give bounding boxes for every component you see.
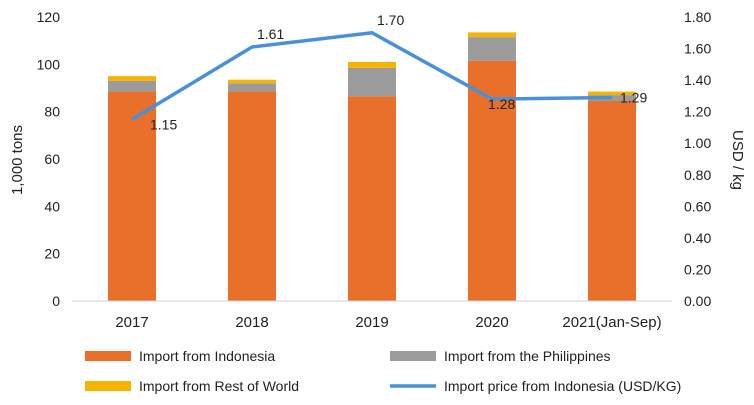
x-tick-label: 2017	[115, 314, 148, 331]
price-label: 1.70	[377, 12, 404, 28]
y-tick-label: 40	[44, 198, 60, 214]
right-axis-ticks: 0.00 0.20 0.40 0.60 0.80 1.00 1.20 1.40 1.60 1.80	[684, 9, 711, 309]
y2-tick-label: 1.00	[684, 135, 711, 151]
bar-segment-1-4	[468, 60, 516, 302]
left-axis-ticks: 0 20 40 60 80 100 120	[37, 9, 61, 309]
bar-segment-1-1	[108, 91, 156, 301]
price-label: 1.28	[488, 96, 515, 112]
legend-label: Import from Indonesia	[139, 348, 275, 364]
price-data-labels: 1.15 1.61 1.70 1.28 1.29	[150, 12, 647, 133]
legend-item-3: Import from Rest of World	[85, 378, 299, 394]
y-tick-label: 80	[44, 104, 60, 120]
legend-label: Import from Rest of World	[139, 378, 299, 394]
bar-segment-3-4	[468, 32, 516, 38]
y2-tick-label: 0.40	[684, 230, 711, 246]
bar-segment-2-4	[468, 37, 516, 61]
y2-tick-label: 1.40	[684, 72, 711, 88]
bar-segment-2-2	[228, 83, 276, 92]
x-tick-label: 2018	[235, 314, 268, 331]
bar-segment-3-3	[348, 61, 396, 68]
x-tick-label: 2021(Jan-Sep)	[562, 314, 661, 331]
price-label: 1.29	[620, 89, 647, 105]
y-tick-label: 0	[52, 293, 60, 309]
y-tick-label: 20	[44, 246, 60, 262]
legend-swatch	[85, 381, 131, 391]
y2-tick-label: 0.00	[684, 293, 711, 309]
legend-label: Import from the Philippines	[444, 348, 611, 364]
bar-segment-3-1	[108, 76, 156, 81]
legend-swatch	[390, 351, 436, 361]
y2-tick-label: 0.80	[684, 167, 711, 183]
y2-tick-label: 1.80	[684, 9, 711, 25]
bar-segment-1-3	[348, 96, 396, 302]
y-axis-title: 1,000 tons	[9, 125, 26, 195]
bar-segment-2-3	[348, 67, 396, 97]
bar-series	[108, 32, 636, 302]
legend-swatch	[85, 351, 131, 361]
bar-segment-2-1	[108, 80, 156, 92]
bar-segment-1-2	[228, 91, 276, 301]
bar-segment-1-5	[588, 101, 636, 302]
price-label: 1.61	[257, 26, 284, 42]
x-axis-tick-labels: 2017 2018 2019 2020 2021(Jan-Sep)	[115, 314, 661, 331]
y-tick-label: 120	[37, 9, 61, 25]
legend-label: Import price from Indonesia (USD/KG)	[444, 378, 681, 394]
legend-item-2: Import from the Philippines	[390, 348, 611, 364]
y2-axis-title: USD / kg	[729, 130, 746, 190]
y2-tick-label: 0.20	[684, 261, 711, 277]
y-tick-label: 60	[44, 151, 60, 167]
price-line	[131, 31, 613, 122]
x-tick-label: 2020	[475, 314, 508, 331]
y2-tick-label: 0.60	[684, 198, 711, 214]
y2-tick-label: 1.20	[684, 104, 711, 120]
bar-segment-3-5	[588, 91, 636, 96]
y-tick-label: 100	[37, 56, 61, 72]
price-label: 1.15	[150, 117, 177, 133]
y2-tick-label: 1.60	[684, 41, 711, 57]
legend-item-4: Import price from Indonesia (USD/KG)	[390, 378, 681, 394]
legend-item-1: Import from Indonesia	[85, 348, 275, 364]
legend: Import from Indonesia Import from the Phi…	[85, 348, 681, 394]
bar-segment-3-2	[228, 79, 276, 84]
x-tick-label: 2019	[355, 314, 388, 331]
